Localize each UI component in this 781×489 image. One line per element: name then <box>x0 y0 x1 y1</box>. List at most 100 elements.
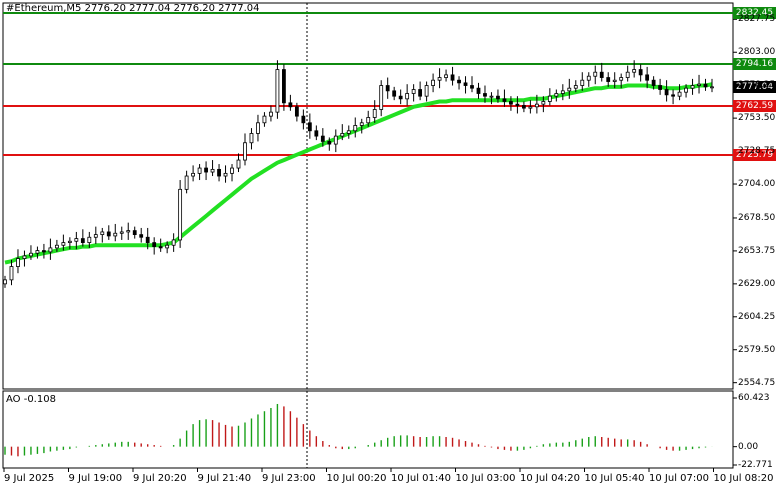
candle-body <box>307 122 312 132</box>
candle-body <box>314 130 319 137</box>
candle-body <box>580 79 585 86</box>
candle-body <box>54 244 59 249</box>
candle-body <box>230 167 234 174</box>
candle-body <box>528 106 533 109</box>
candle-body <box>126 230 131 233</box>
time-tick-label: 9 Jul 2025 <box>4 473 55 484</box>
time-tick-label: 10 Jul 03:00 <box>455 473 516 484</box>
ao-tick-label: -22.771 <box>738 460 773 470</box>
candle-body <box>483 93 487 97</box>
candle-body <box>42 250 46 253</box>
candle-body <box>496 95 500 100</box>
candle-body <box>554 93 559 97</box>
candle-body <box>586 75 591 81</box>
candle-body <box>113 232 118 237</box>
candle-body <box>210 168 215 173</box>
symbol-header: #Ethereum,M5 2776.20 2777.04 2776.20 277… <box>6 3 260 14</box>
candle-body <box>398 95 403 100</box>
candle-body <box>256 122 260 134</box>
candle-body <box>437 77 442 81</box>
candle-body <box>671 94 675 97</box>
candle-body <box>249 133 254 144</box>
candle-body <box>534 103 539 108</box>
candle-body <box>359 122 364 126</box>
candle-body <box>385 85 390 92</box>
candle-body <box>710 86 714 89</box>
candle-body <box>178 188 183 241</box>
price-tick-label: 2579.50 <box>738 344 776 355</box>
candle-body <box>547 95 552 102</box>
candle-body <box>29 252 33 257</box>
candle-body <box>560 90 565 94</box>
candle-body <box>100 231 105 235</box>
candle-body <box>3 279 7 285</box>
candle-body <box>301 115 306 124</box>
price-tick-label: 2753.50 <box>738 113 776 124</box>
candle-body <box>275 69 280 113</box>
candle-body <box>145 236 150 243</box>
ao-pane-frame <box>2 390 734 469</box>
candle-body <box>139 234 144 238</box>
price-tick-label: 2827.75 <box>738 14 776 25</box>
candle-body <box>262 115 267 124</box>
candle-body <box>243 142 247 161</box>
ao-tick-label: 60.423 <box>738 393 770 403</box>
price-tick-label: 2728.75 <box>738 146 776 157</box>
candle-body <box>612 79 617 82</box>
candle-body <box>424 85 429 97</box>
price-tick-label: 2778.25 <box>738 80 776 91</box>
candle-body <box>405 93 410 100</box>
candle-body <box>165 244 170 249</box>
candle-body <box>515 103 520 106</box>
candle-body <box>444 74 448 78</box>
time-tick-label: 9 Jul 19:00 <box>68 473 123 484</box>
time-tick-label: 9 Jul 20:20 <box>133 473 187 484</box>
candle-body <box>9 266 14 281</box>
candle-body <box>567 87 572 92</box>
candle-body <box>87 236 92 243</box>
candle-body <box>489 95 494 98</box>
candle-body <box>502 98 507 102</box>
time-tick-label: 10 Jul 00:20 <box>326 473 387 484</box>
candle-body <box>463 82 468 86</box>
candle-body <box>67 240 72 243</box>
candle-body <box>106 231 111 237</box>
candle-body <box>236 159 241 169</box>
candle-body <box>191 172 196 177</box>
price-tick-label: 2678.50 <box>738 212 776 223</box>
candle-body <box>346 130 351 134</box>
candle-body <box>340 133 345 137</box>
candle-body <box>677 91 682 97</box>
price-pane-frame <box>2 2 734 390</box>
time-tick-label: 10 Jul 07:00 <box>649 473 709 484</box>
level-price-tag: 2725.79 <box>733 149 776 162</box>
candle-body <box>684 87 688 93</box>
candle-body <box>184 175 189 190</box>
time-tick-label: 10 Jul 08:20 <box>713 473 774 484</box>
candle-body <box>35 250 40 254</box>
candle-body <box>16 258 20 267</box>
candle-body <box>366 117 371 124</box>
candle-body <box>573 85 578 89</box>
price-tick-label: 2653.75 <box>738 245 776 256</box>
candle-body <box>521 105 526 109</box>
time-tick-label: 10 Jul 05:40 <box>584 473 645 484</box>
price-tick-label: 2803.00 <box>738 47 776 58</box>
candle-body <box>119 231 124 234</box>
candle-body <box>171 239 176 246</box>
candle-body <box>74 238 79 242</box>
candle-body <box>392 90 397 97</box>
candle-body <box>80 238 85 243</box>
candle-body <box>658 85 663 90</box>
candle-body <box>697 83 701 86</box>
time-tick-label: 9 Jul 23:00 <box>262 473 316 484</box>
candle-body <box>158 246 163 249</box>
candle-body <box>269 111 273 117</box>
candle-body <box>509 101 513 105</box>
candle-body <box>593 71 598 77</box>
time-tick-label: 10 Jul 04:20 <box>520 473 580 484</box>
candle-body <box>93 234 98 238</box>
time-tick-label: 9 Jul 21:40 <box>197 473 252 484</box>
candle-body <box>599 71 604 78</box>
